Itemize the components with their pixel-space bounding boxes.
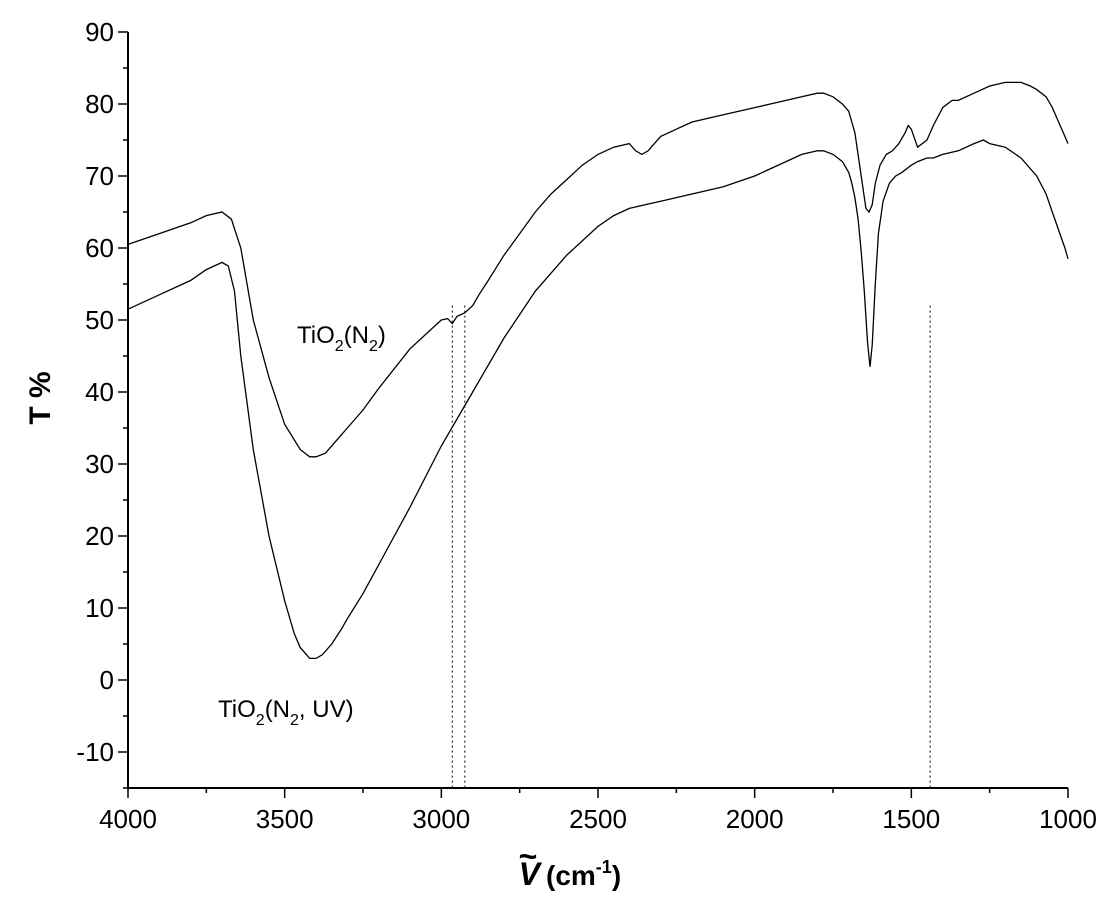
series-layer: [127, 81, 1069, 660]
y-tick-label: 10: [85, 593, 114, 623]
y-tick-label: 0: [100, 665, 114, 695]
x-tick-label: 1000: [1039, 804, 1097, 834]
x-tick-label: 3000: [412, 804, 470, 834]
x-axis-unit-open: (cm: [546, 860, 596, 891]
x-axis-title-unit: (cm-1): [546, 857, 621, 891]
x-tick-label: 2000: [726, 804, 784, 834]
y-tick-label: 70: [85, 161, 114, 191]
label-1-sub2: 2: [369, 338, 378, 355]
x-tick-label: 1500: [882, 804, 940, 834]
series-label-tio2-n2-uv: TiO2(N2, UV): [218, 696, 354, 729]
y-tick-label: 20: [85, 521, 114, 551]
y-tick-label: 40: [85, 377, 114, 407]
y-tick-label: 80: [85, 89, 114, 119]
x-tick-label: 2500: [569, 804, 627, 834]
x-axis-unit-close: ): [612, 860, 621, 891]
x-axis-unit-sup: -1: [596, 857, 612, 877]
x-axis-title-symbol: V: [519, 856, 543, 892]
series-line-2: [127, 139, 1069, 660]
y-tick-label: 50: [85, 305, 114, 335]
label-2-sub2: 2: [290, 712, 299, 729]
label-2-sub1: 2: [256, 712, 265, 729]
y-tick-label: -10: [76, 737, 114, 767]
marker-layer: [451, 305, 931, 788]
y-axis-title: T %: [24, 371, 57, 424]
label-1-mid: (N: [344, 322, 369, 349]
y-tick-label: 30: [85, 449, 114, 479]
label-2-end: , UV): [299, 696, 354, 723]
series-line-1: [127, 81, 1069, 458]
labels-layer: -10 0 10 20 30 40 50 60 70 80 90 4000 3500 3000 2500 20…: [76, 17, 1097, 834]
axes-layer: [118, 31, 1069, 798]
x-tick-label: 4000: [99, 804, 157, 834]
x-axis-title: V ~ (cm-1): [519, 838, 621, 892]
label-1-end: ): [378, 322, 386, 349]
x-tick-label: 3500: [256, 804, 314, 834]
label-1-base: TiO: [297, 322, 335, 349]
label-1-sub1: 2: [335, 338, 344, 355]
series-label-tio2-n2: TiO2(N2): [297, 322, 386, 355]
label-2-base: TiO: [218, 696, 256, 723]
x-axis-title-tilde: ~: [519, 838, 538, 874]
label-2-mid: (N: [265, 696, 290, 723]
y-tick-label: 60: [85, 233, 114, 263]
y-tick-label: 90: [85, 17, 114, 47]
